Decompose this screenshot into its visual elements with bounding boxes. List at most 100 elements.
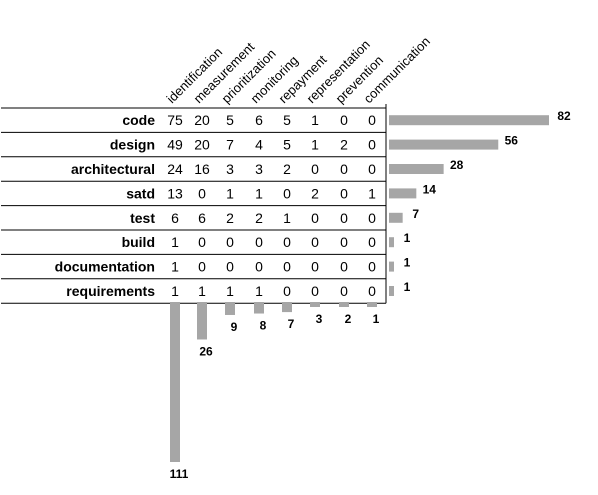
row-total-bar-test	[389, 212, 403, 223]
cell-build-representation: 0	[311, 234, 319, 250]
cell-satd-monitoring: 1	[255, 185, 263, 201]
cell-design-representation: 1	[311, 137, 319, 153]
cell-design-prevention: 2	[340, 137, 348, 153]
column-total-label-measurement: 26	[199, 344, 213, 358]
cell-build-measurement: 0	[198, 234, 206, 250]
cell-requirements-measurement: 1	[198, 283, 206, 299]
row-total-bar-design	[389, 139, 499, 150]
row-label-requirements: requirements	[66, 283, 155, 299]
cell-code-prioritization: 5	[226, 112, 234, 128]
cell-requirements-monitoring: 1	[255, 283, 263, 299]
cell-satd-communication: 1	[368, 185, 376, 201]
row-total-bar-code	[389, 115, 549, 126]
cell-architectural-identification: 24	[167, 161, 183, 177]
column-total-label-prevention: 2	[345, 312, 352, 326]
row-total-bar-satd	[389, 188, 417, 199]
cell-requirements-communication: 0	[368, 283, 376, 299]
cell-requirements-prioritization: 1	[226, 283, 234, 299]
cell-documentation-monitoring: 0	[255, 259, 263, 275]
cell-code-representation: 1	[311, 112, 319, 128]
cell-requirements-representation: 0	[311, 283, 319, 299]
cell-test-prevention: 0	[340, 210, 348, 226]
row-label-build: build	[122, 234, 155, 250]
column-total-bar-identification	[170, 302, 180, 462]
cell-architectural-communication: 0	[368, 161, 376, 177]
row-label-satd: satd	[126, 185, 155, 201]
cell-satd-identification: 13	[167, 185, 183, 201]
cell-documentation-prioritization: 0	[226, 259, 234, 275]
cell-design-communication: 0	[368, 137, 376, 153]
cell-architectural-measurement: 16	[194, 161, 210, 177]
column-total-label-representation: 3	[316, 312, 323, 326]
cell-requirements-identification: 1	[171, 283, 179, 299]
column-total-bars: 111 26 9 8 7 3 2 1	[170, 302, 380, 481]
cell-architectural-prioritization: 3	[226, 161, 234, 177]
row-total-label-code: 82	[557, 109, 571, 123]
column-total-bar-measurement	[197, 302, 207, 340]
cell-build-communication: 0	[368, 234, 376, 250]
cell-code-communication: 0	[368, 112, 376, 128]
row-total-label-satd: 14	[423, 182, 437, 196]
cell-test-monitoring: 2	[255, 210, 263, 226]
row-total-label-test: 7	[412, 207, 419, 221]
column-total-label-identification: 111	[170, 467, 189, 481]
cell-test-repayment: 1	[283, 210, 291, 226]
cell-test-representation: 0	[311, 210, 319, 226]
column-labels: identificationmeasurementprioritizationm…	[164, 34, 433, 106]
cell-build-monitoring: 0	[255, 234, 263, 250]
cell-documentation-identification: 1	[171, 259, 179, 275]
row-label-test: test	[130, 210, 155, 226]
table-cells: 75 20 5 6 5 1 0 049 20 7 4 5 1 2 024 16 3 3 2 0 0 013 0 1 1 0 2 0 16…	[167, 112, 376, 299]
row-label-code: code	[122, 112, 155, 128]
row-label-architectural: architectural	[71, 161, 155, 177]
cell-requirements-prevention: 0	[340, 283, 348, 299]
cell-build-repayment: 0	[283, 234, 291, 250]
column-total-label-monitoring: 8	[260, 319, 267, 333]
cell-design-prioritization: 7	[226, 137, 234, 153]
cell-code-identification: 75	[167, 112, 183, 128]
row-labels: code design architectural satd test build docu…	[55, 112, 156, 299]
cell-satd-repayment: 0	[283, 185, 291, 201]
column-total-bar-repayment	[282, 302, 292, 313]
column-total-label-prioritization: 9	[231, 320, 238, 334]
row-total-bar-documentation	[389, 261, 394, 272]
row-label-design: design	[110, 137, 155, 153]
row-label-documentation: documentation	[55, 259, 155, 275]
cell-documentation-communication: 0	[368, 259, 376, 275]
column-total-bar-communication	[367, 302, 377, 307]
cell-code-repayment: 5	[283, 112, 291, 128]
cell-architectural-repayment: 2	[283, 161, 291, 177]
cell-satd-measurement: 0	[198, 185, 206, 201]
cell-build-prevention: 0	[340, 234, 348, 250]
row-total-bar-requirements	[389, 286, 394, 296]
cell-code-monitoring: 6	[255, 112, 263, 128]
column-total-bar-representation	[310, 302, 320, 307]
cell-test-measurement: 6	[198, 210, 206, 226]
cell-design-identification: 49	[167, 137, 183, 153]
column-total-label-repayment: 7	[288, 317, 295, 331]
table-grid-lines	[1, 104, 387, 304]
cell-documentation-measurement: 0	[198, 259, 206, 275]
row-total-bar-build	[389, 237, 394, 248]
cell-code-prevention: 0	[340, 112, 348, 128]
cell-satd-prevention: 0	[340, 185, 348, 201]
cell-documentation-representation: 0	[311, 259, 319, 275]
cell-requirements-repayment: 0	[283, 283, 291, 299]
row-total-bar-architectural	[389, 164, 444, 174]
cell-design-monitoring: 4	[255, 137, 263, 153]
cell-architectural-representation: 0	[311, 161, 319, 177]
cell-satd-representation: 2	[311, 185, 319, 201]
column-total-label-communication: 1	[373, 312, 380, 326]
cell-design-repayment: 5	[283, 137, 291, 153]
cell-architectural-prevention: 0	[340, 161, 348, 177]
column-total-bar-prioritization	[225, 302, 235, 315]
row-total-label-architectural: 28	[450, 158, 464, 172]
row-total-label-design: 56	[505, 134, 519, 148]
cell-test-communication: 0	[368, 210, 376, 226]
cell-test-prioritization: 2	[226, 210, 234, 226]
column-total-bar-prevention	[339, 302, 349, 307]
cell-documentation-repayment: 0	[283, 259, 291, 275]
row-total-label-documentation: 1	[404, 256, 411, 270]
